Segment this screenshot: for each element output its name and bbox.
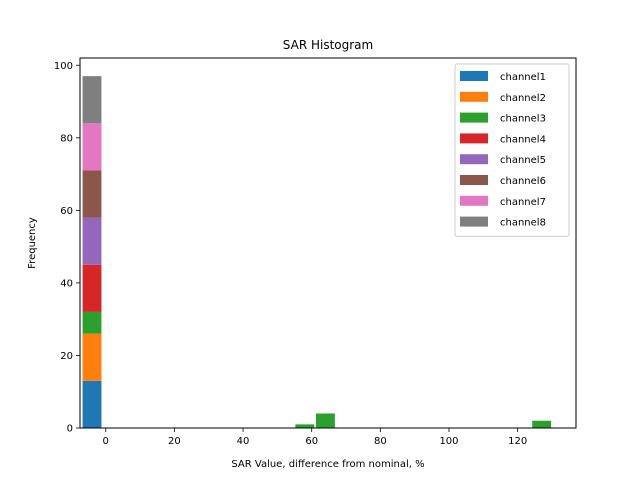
x-tick-label-4: 80 bbox=[374, 436, 387, 447]
legend-swatch-channel4 bbox=[460, 133, 488, 144]
x-axis-title: SAR Value, difference from nominal, % bbox=[231, 459, 424, 470]
bar-channel2-0 bbox=[82, 333, 102, 381]
y-axis-title: Frequency bbox=[27, 217, 38, 269]
y-tick-label-2: 40 bbox=[60, 278, 73, 289]
bar-channel4-0 bbox=[82, 264, 102, 312]
legend-swatch-channel6 bbox=[460, 175, 488, 185]
legend-label-channel7: channel7 bbox=[500, 197, 546, 208]
legend-swatch-channel1 bbox=[460, 71, 488, 81]
y-tick-label-4: 80 bbox=[60, 133, 73, 144]
bar-channel6-0 bbox=[82, 170, 102, 218]
legend: channel1 channel2 channel3 channel4 channel5… bbox=[454, 63, 570, 237]
x-tick-label-2: 40 bbox=[237, 436, 250, 447]
legend-label-channel5: channel5 bbox=[500, 155, 546, 166]
y-tick-label-5: 100 bbox=[54, 61, 73, 72]
plot-frame bbox=[79, 57, 577, 429]
y-axis: 0 20 40 60 80 100 bbox=[54, 61, 80, 435]
bar-channel8-0 bbox=[82, 76, 102, 124]
y-tick-label-1: 20 bbox=[60, 351, 73, 362]
bars-group bbox=[82, 76, 552, 428]
bar-channel3-3 bbox=[532, 420, 552, 428]
bar-channel5-0 bbox=[82, 217, 102, 265]
chart-title: SAR Histogram bbox=[283, 38, 373, 52]
x-tick-label-5: 100 bbox=[439, 436, 458, 447]
legend-box bbox=[454, 63, 570, 237]
legend-swatch-channel7 bbox=[460, 195, 488, 206]
x-tick-label-3: 60 bbox=[305, 436, 318, 447]
legend-label-channel2: channel2 bbox=[500, 93, 546, 104]
x-axis: 0 20 40 60 80 100 120 bbox=[103, 428, 527, 447]
bar-channel3-0 bbox=[82, 311, 102, 334]
bar-channel3-1 bbox=[295, 424, 315, 428]
legend-label-channel4: channel4 bbox=[500, 134, 546, 145]
bar-channel7-0 bbox=[82, 123, 102, 171]
x-tick-label-6: 120 bbox=[508, 436, 527, 447]
legend-label-channel1: channel1 bbox=[500, 72, 546, 83]
legend-swatch-channel8 bbox=[460, 216, 488, 227]
legend-swatch-channel2 bbox=[460, 91, 488, 102]
legend-label-channel8: channel8 bbox=[500, 218, 546, 229]
x-tick-label-0: 0 bbox=[103, 436, 109, 447]
bar-channel3-2 bbox=[315, 413, 335, 428]
x-tick-label-1: 20 bbox=[168, 436, 181, 447]
legend-label-channel3: channel3 bbox=[500, 114, 546, 125]
y-tick-label-0: 0 bbox=[67, 424, 73, 435]
bar-channel1-0 bbox=[82, 380, 102, 428]
legend-swatch-channel5 bbox=[460, 154, 488, 165]
legend-label-channel6: channel6 bbox=[500, 176, 546, 187]
legend-swatch-channel3 bbox=[460, 112, 488, 123]
y-tick-label-3: 60 bbox=[60, 206, 73, 217]
